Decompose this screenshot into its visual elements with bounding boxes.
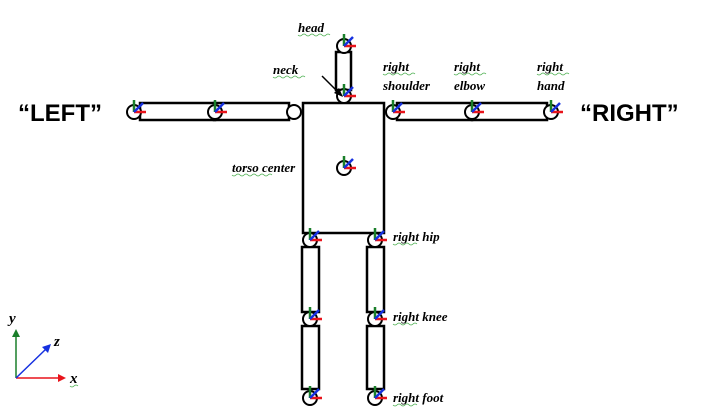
joint-head-z-axis <box>343 36 354 47</box>
joint-torso-center <box>336 156 356 176</box>
label-underline-squiggles <box>231 33 570 407</box>
axis-y-arrowhead <box>12 329 20 337</box>
label-right-hand-2: hand <box>537 78 565 93</box>
axis-y-label: y <box>7 311 16 327</box>
label-neck: neck <box>273 62 299 77</box>
joint-torso-center-z-axis <box>343 158 354 169</box>
axis-x-label: x <box>69 371 78 387</box>
joint-left-hand-z-axis <box>133 102 144 113</box>
joint-left-knee <box>302 307 322 327</box>
joint-right-knee-z-axis <box>374 309 385 320</box>
axis-z-label: z <box>53 334 60 350</box>
joint-right-foot <box>367 386 387 406</box>
joint-left-knee-z-axis <box>309 309 320 320</box>
axis-z-line <box>15 348 47 379</box>
label-right-hand-1: right <box>537 59 563 74</box>
joint-right-foot-z-axis <box>374 388 385 399</box>
joint-right-elbow-z-axis <box>471 102 482 113</box>
right-shin-segment <box>365 324 386 391</box>
joint-left-hip-z-axis <box>309 230 320 241</box>
label-left-side: “LEFT” <box>18 100 102 127</box>
joint-right-knee <box>367 307 387 327</box>
label-right-knee: right knee <box>393 309 448 324</box>
label-right-foot: right foot <box>393 390 444 405</box>
neck-arrow <box>321 75 343 97</box>
joint-neck-z-axis <box>343 86 354 97</box>
label-torso-center: torso center <box>232 160 296 175</box>
axis-z-arrowhead <box>42 344 51 353</box>
joint-left-foot-z-axis <box>309 388 320 399</box>
joint-left-hand <box>126 100 146 120</box>
label-head: head <box>298 20 325 35</box>
joint-right-shoulder-z-axis <box>392 102 403 113</box>
right-thigh-segment <box>365 245 386 314</box>
joint-left-shoulder-circle <box>286 104 302 120</box>
right-upper-arm-segment <box>395 101 474 122</box>
label-right-side: “RIGHT” <box>580 100 679 127</box>
joint-right-elbow <box>464 100 484 120</box>
joint-right-hand <box>543 100 563 120</box>
label-right-elbow-1: right <box>454 59 480 74</box>
joint-right-hip <box>367 228 387 248</box>
joint-right-hand-z-axis <box>550 102 561 113</box>
joint-left-elbow <box>207 100 227 120</box>
joint-left-elbow-z-axis <box>214 102 225 113</box>
joint-head <box>336 34 356 54</box>
label-right-shoulder-2: shoulder <box>382 78 431 93</box>
label-right-hip: right hip <box>393 229 440 244</box>
joint-left-hip <box>302 228 322 248</box>
joint-left-shoulder <box>286 104 302 120</box>
left-thigh-segment <box>300 245 321 314</box>
joint-left-foot <box>302 386 322 406</box>
left-shin-segment <box>300 324 321 391</box>
axis-triad: y z x <box>7 311 79 388</box>
joint-right-hip-z-axis <box>374 230 385 241</box>
left-forearm-segment <box>138 101 217 122</box>
label-right-shoulder-1: right <box>383 59 409 74</box>
joint-right-shoulder <box>385 100 405 120</box>
label-right-elbow-2: elbow <box>454 78 485 93</box>
axis-x-arrowhead <box>58 374 66 382</box>
